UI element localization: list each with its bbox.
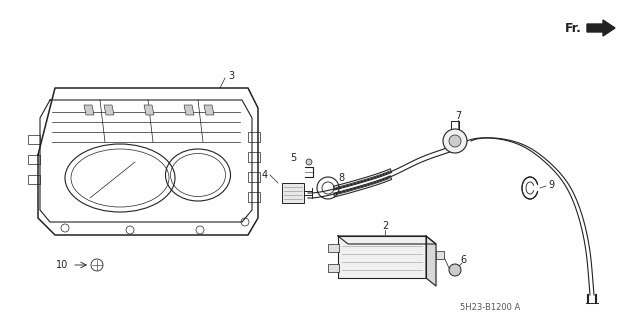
Bar (338, 236, 426, 278)
Bar (28, 135, 40, 144)
Polygon shape (587, 20, 615, 36)
Bar (248, 132, 260, 142)
Bar (248, 172, 260, 182)
Bar (248, 192, 260, 202)
Bar (436, 251, 444, 259)
Circle shape (449, 264, 461, 276)
Bar (28, 155, 40, 164)
Text: 3: 3 (228, 71, 234, 81)
Text: 8: 8 (338, 173, 344, 183)
Polygon shape (184, 105, 194, 115)
Polygon shape (144, 105, 154, 115)
Bar (328, 244, 339, 252)
Circle shape (306, 159, 312, 165)
Text: 6: 6 (460, 255, 466, 265)
Bar (28, 175, 40, 184)
Circle shape (443, 129, 467, 153)
Text: 5H23-B1200 A: 5H23-B1200 A (460, 303, 520, 313)
Polygon shape (84, 105, 94, 115)
Polygon shape (204, 105, 214, 115)
Bar (328, 264, 339, 272)
Polygon shape (338, 236, 436, 244)
Text: 2: 2 (382, 221, 388, 231)
Circle shape (449, 135, 461, 147)
Polygon shape (426, 236, 436, 286)
Text: 4: 4 (262, 170, 268, 180)
Polygon shape (104, 105, 114, 115)
Text: 7: 7 (455, 111, 461, 121)
Text: 5: 5 (290, 153, 296, 163)
Bar (248, 152, 260, 162)
Text: 9: 9 (548, 180, 554, 190)
Text: Fr.: Fr. (565, 21, 582, 34)
Bar (282, 183, 304, 203)
Text: 10: 10 (56, 260, 68, 270)
